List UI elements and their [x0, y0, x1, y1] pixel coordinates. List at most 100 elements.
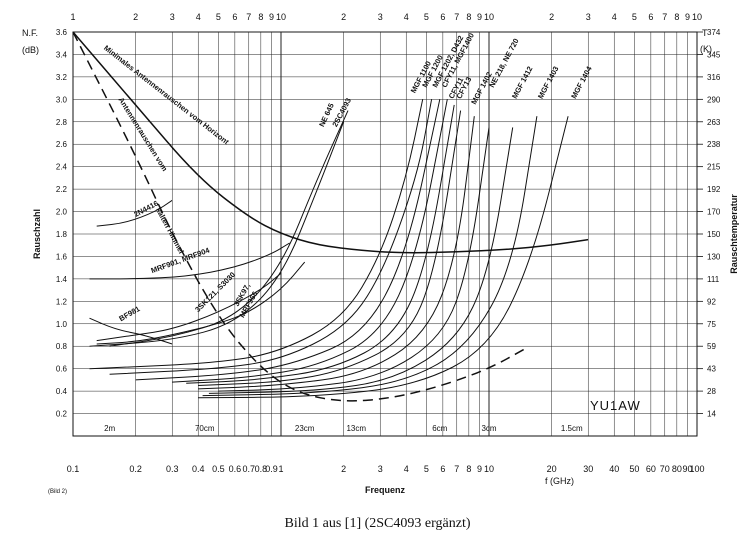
- y-tick-label: 3.0: [56, 95, 68, 104]
- top-tick-label: 5: [216, 12, 221, 22]
- top-tick-label: 2: [341, 12, 346, 22]
- top-tick-label: 3: [378, 12, 383, 22]
- x-tick-label: 6: [440, 464, 445, 474]
- x-tick-label: 7: [454, 464, 459, 474]
- series-curve-cfy11: [186, 104, 455, 384]
- y-tick-label: 3.2: [56, 73, 68, 82]
- top-tick-label: 10: [484, 12, 494, 22]
- y-axis-title: N.F.: [22, 28, 38, 38]
- series-curve-ne-645: [89, 121, 345, 347]
- top-tick-label: 4: [404, 12, 409, 22]
- right-axis-unit: (K): [700, 44, 712, 54]
- y-tick-label: 3.6: [56, 28, 68, 37]
- x-tick-label: 0.6: [229, 464, 242, 474]
- x-tick-label: 10: [484, 464, 494, 474]
- y-axis-label: Rauschzahl: [32, 209, 42, 259]
- top-tick-label: 9: [685, 12, 690, 22]
- series-curve-mgf-1412: [208, 127, 514, 394]
- curve-label: NE 218, NE 720: [487, 37, 520, 89]
- curve-label: MGF 1412: [510, 65, 535, 101]
- figure-tag: (Bild 2): [48, 489, 67, 495]
- right-tick-label: 238: [707, 140, 721, 149]
- series-curve-antennenrauschen-vom-kalten-himmel: [72, 31, 526, 402]
- y-axis-unit: (dB): [22, 45, 39, 55]
- right-tick-label: 14: [707, 410, 716, 419]
- y-tick-label: 0.4: [56, 387, 68, 396]
- top-tick-label: 8: [674, 12, 679, 22]
- x-tick-label: 60: [646, 464, 656, 474]
- top-tick-label: 5: [632, 12, 637, 22]
- right-tick-label: 92: [707, 297, 716, 306]
- x-tick-label: 0.9: [265, 464, 278, 474]
- wavelength-label: 2m: [104, 424, 115, 433]
- right-tick-label: 170: [707, 208, 721, 217]
- right-axis-label: Rauschtemperatur: [729, 194, 739, 274]
- top-tick-label: 6: [232, 12, 237, 22]
- series-curve-minimales-antennenrauschen-vom-horizont: [72, 31, 589, 254]
- curve-label: MGF 1402: [469, 70, 494, 106]
- right-tick-label: 75: [707, 320, 716, 329]
- right-tick-label: 345: [707, 50, 721, 59]
- right-tick-label: 215: [707, 163, 721, 172]
- x-tick-label: 0.5: [212, 464, 225, 474]
- x-axis-label: Frequenz: [365, 485, 406, 495]
- top-tick-label: 1: [70, 12, 75, 22]
- wavelength-label: 70cm: [195, 424, 215, 433]
- series-curve-3sk121-s3030: [96, 272, 282, 342]
- right-tick-label: 28: [707, 387, 716, 396]
- x-tick-label: 8: [466, 464, 471, 474]
- top-tick-label: 2: [133, 12, 138, 22]
- x-tick-label: 50: [629, 464, 639, 474]
- top-tick-label: 9: [477, 12, 482, 22]
- top-tick-label: 5: [424, 12, 429, 22]
- series-curve-mgf-1402: [198, 116, 475, 390]
- series-curve-2n4416: [96, 199, 173, 227]
- noise-figure-chart: 0.1 0.2 0.3 0.4 0.5 0.6 0.7 0.80.9 1 2 3 4 5 6 7 8 9 10 20…: [22, 12, 739, 495]
- x-tick-label: 0.4: [192, 464, 205, 474]
- right-tick-label: 43: [707, 365, 716, 374]
- curve-label: kalten Himmel: [154, 206, 186, 255]
- top-tick-label: 3: [586, 12, 591, 22]
- y-tick-label: 1.2: [56, 297, 68, 306]
- y-tick-label: 0.6: [56, 365, 68, 374]
- top-tick-label: 10: [276, 12, 286, 22]
- curve-label: MGF 1404: [569, 64, 594, 100]
- x-tick-label: 5: [424, 464, 429, 474]
- series-curve-ne-218-ne-720: [218, 127, 490, 392]
- wavelength-label: 1.5cm: [561, 424, 583, 433]
- x-tick-label: 70: [660, 464, 670, 474]
- curve-label: 3SK121, S3030: [193, 270, 237, 314]
- top-tick-label: 7: [454, 12, 459, 22]
- x-tick-label: 3: [378, 464, 383, 474]
- series-curve-2sc4093: [109, 110, 349, 347]
- right-tick-label: 263: [707, 118, 721, 127]
- right-tick-label: 316: [707, 73, 721, 82]
- x-axis-unit-label: f (GHz): [545, 476, 574, 486]
- figure-caption: Bild 1 aus [1] (2SC4093 ergänzt): [284, 516, 471, 531]
- top-tick-label: 4: [612, 12, 617, 22]
- right-tick-label: 192: [707, 185, 721, 194]
- curve-label: BF981: [117, 304, 141, 323]
- x-tick-label: 100: [689, 464, 704, 474]
- x-tick-label: 40: [609, 464, 619, 474]
- right-tick-label: 290: [707, 95, 721, 104]
- top-tick-label: 6: [648, 12, 653, 22]
- y-tick-label: 2.6: [56, 140, 68, 149]
- top-tick-label: 2: [549, 12, 554, 22]
- y-tick-label: 2.4: [56, 163, 68, 172]
- wavelength-label: 13cm: [346, 424, 366, 433]
- y-tick-label: 2.2: [56, 185, 68, 194]
- x-tick-label: 0.8: [255, 464, 268, 474]
- wavelength-label: 3cm: [481, 424, 496, 433]
- series-curve-3sk97-mrf966: [96, 261, 306, 345]
- y-tick-label: 0.8: [56, 342, 68, 351]
- series-curve-mgf-1200: [109, 99, 433, 375]
- series-curve-mrf901-mrf904: [89, 242, 290, 280]
- right-tick-label: 130: [707, 252, 721, 261]
- wavelength-label: 23cm: [295, 424, 315, 433]
- top-tick-label: 8: [466, 12, 471, 22]
- x-tick-label: 80: [672, 464, 682, 474]
- x-tick-label: 0.1: [67, 464, 80, 474]
- x-tick-label: 4: [404, 464, 409, 474]
- curve-label: Minimales Antennenrauschen vom Horizont: [102, 43, 231, 146]
